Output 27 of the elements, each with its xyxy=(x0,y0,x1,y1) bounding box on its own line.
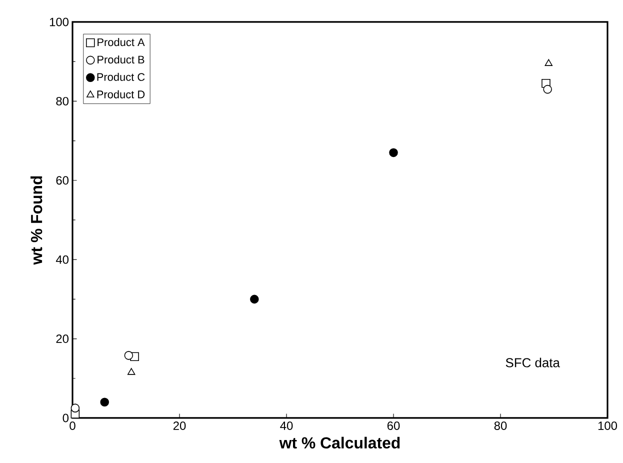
point xyxy=(389,148,398,158)
x-tick-label: 60 xyxy=(387,422,400,430)
point xyxy=(127,368,136,375)
annotation: SFC data xyxy=(506,358,560,368)
legend-label: Product A xyxy=(98,38,145,46)
y-tick-label: 80 xyxy=(56,96,69,106)
point xyxy=(100,398,110,407)
point xyxy=(544,59,553,66)
point xyxy=(124,351,134,360)
x-tick-label: 20 xyxy=(173,422,186,430)
point xyxy=(543,84,552,94)
x-tick-label: 100 xyxy=(598,422,618,430)
y-tick-label: 0 xyxy=(62,414,69,422)
y-axis-title: wt % Found xyxy=(30,176,42,265)
y-tick-label: 40 xyxy=(56,255,69,264)
x-tick-label: 40 xyxy=(280,422,293,430)
legend-label: Product C xyxy=(97,72,145,81)
point xyxy=(70,404,80,412)
x-tick-label: 80 xyxy=(494,422,507,430)
y-tick-label: 20 xyxy=(56,334,69,344)
y-tick-label: 60 xyxy=(56,176,69,185)
x-axis-title: wt % Calculated xyxy=(279,436,400,449)
y-tick-label: 100 xyxy=(50,18,69,26)
legend-label: Product D xyxy=(97,90,145,98)
x-tick-label: 0 xyxy=(70,422,76,430)
legend-label: Product B xyxy=(98,55,144,64)
point xyxy=(250,294,259,304)
